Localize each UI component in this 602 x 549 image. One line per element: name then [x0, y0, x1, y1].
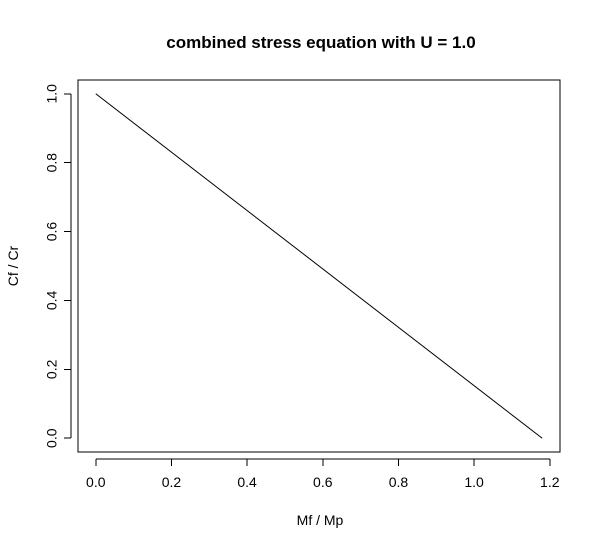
x-tick-label: 0.0: [86, 474, 106, 490]
y-tick-label: 0.4: [44, 291, 60, 311]
y-tick-label: 0.8: [44, 153, 60, 173]
y-tick-label: 1.0: [44, 84, 60, 104]
x-tick-label: 0.4: [237, 474, 257, 490]
x-axis: 0.0 0.2 0.4 0.6 0.8 1.0 1.2: [86, 458, 560, 490]
y-axis: 0.0 0.2 0.4 0.6 0.8 1.0: [44, 84, 72, 448]
y-tick-label: 0.6: [44, 222, 60, 242]
y-tick-label: 0.2: [44, 359, 60, 379]
x-tick-label: 0.2: [162, 474, 182, 490]
series-line: [95, 93, 543, 439]
y-tick-label: 0.0: [44, 428, 60, 448]
chart-title: combined stress equation with U = 1.0: [166, 33, 475, 52]
x-tick-label: 1.0: [464, 474, 484, 490]
plot-box: [77, 79, 561, 453]
y-axis-label: Cf / Cr: [5, 245, 21, 286]
series-layer: [95, 93, 543, 439]
x-axis-label: Mf / Mp: [297, 512, 344, 528]
x-tick-label: 0.8: [389, 474, 409, 490]
x-tick-label: 0.6: [313, 474, 333, 490]
x-tick-label: 1.2: [540, 474, 560, 490]
